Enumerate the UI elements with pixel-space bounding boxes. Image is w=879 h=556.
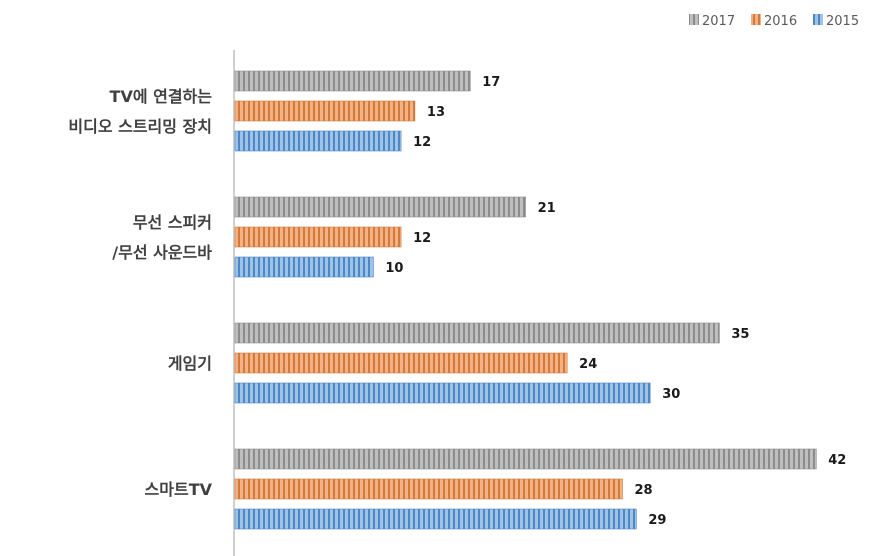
bar-2017	[234, 448, 817, 470]
category-label: TV에 연결하는	[110, 87, 213, 106]
bar-2015	[234, 382, 651, 404]
data-label: 42	[828, 453, 846, 468]
legend-swatch-2017	[689, 14, 699, 25]
data-label: 21	[538, 201, 556, 216]
data-label: 30	[662, 387, 680, 402]
legend-label: 2017	[702, 14, 735, 29]
legend-swatch-2016	[751, 14, 761, 25]
category-label: 스마트TV	[145, 480, 213, 499]
data-label: 12	[413, 231, 431, 246]
bar-2017	[234, 322, 720, 344]
legend: 2017 2016 2015	[689, 14, 859, 29]
legend-label: 2015	[826, 14, 859, 29]
bar-2015	[234, 130, 402, 152]
legend-label: 2016	[764, 14, 797, 29]
bar-2016	[234, 478, 623, 500]
data-label: 28	[635, 483, 653, 498]
category-label: 비디오 스트리밍 장치	[68, 117, 212, 136]
data-label: 10	[385, 261, 403, 276]
data-label: 29	[648, 513, 666, 528]
data-label: 13	[427, 105, 445, 120]
bar-2016	[234, 100, 416, 122]
bar-2015	[234, 256, 374, 278]
category-label: 게임기	[168, 354, 212, 373]
bar-2016	[234, 226, 402, 248]
data-label: 24	[579, 357, 597, 372]
data-label: 17	[482, 75, 500, 90]
bar-2017	[234, 196, 526, 218]
category-label: /무선 사운드바	[112, 243, 212, 262]
bar-2017	[234, 70, 471, 92]
bars: 17 13 12 21 12 10 35 24 30 42 28 29	[234, 70, 846, 530]
category-label: 무선 스피커	[133, 213, 212, 232]
bar-2015	[234, 508, 637, 530]
bar-2016	[234, 352, 568, 374]
legend-swatch-2015	[813, 14, 823, 25]
data-label: 12	[413, 135, 431, 150]
data-label: 35	[731, 327, 749, 342]
